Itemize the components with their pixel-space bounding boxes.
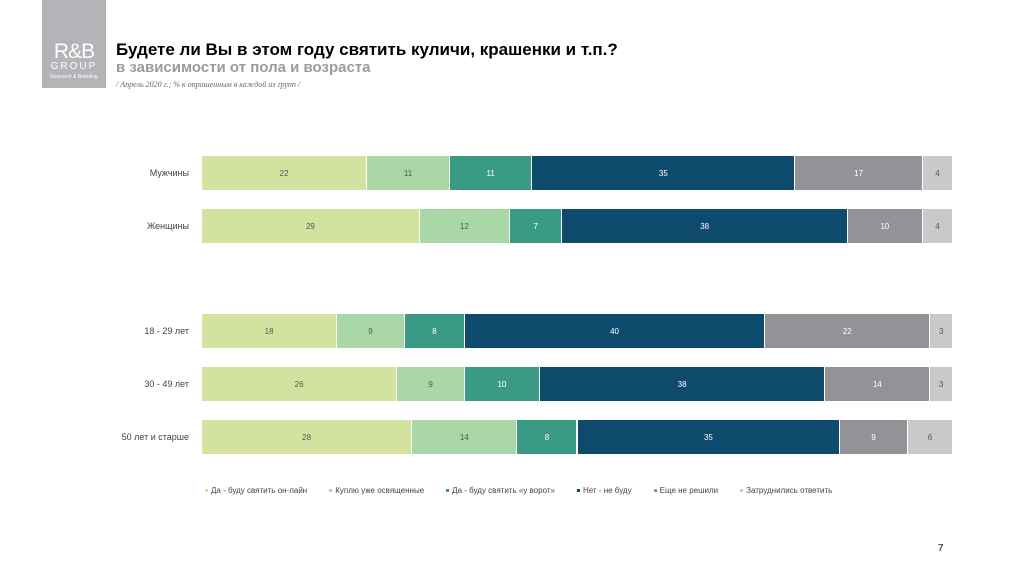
- bar-segment: 4: [922, 156, 953, 190]
- legend-swatch: [653, 489, 657, 492]
- bar-segment: 26: [202, 367, 398, 401]
- legend-swatch: [329, 489, 333, 492]
- legend-label: Да - буду святить он-лайн: [211, 486, 308, 495]
- category-label: Женщины: [146, 221, 189, 231]
- bar-segment: 12: [419, 209, 510, 243]
- legend-item: Нет - не буду: [576, 486, 632, 495]
- bar-segment: 11: [367, 156, 450, 190]
- bar-segment: 8: [517, 420, 578, 454]
- logo-text: R&B: [53, 40, 95, 63]
- page-number: 7: [938, 543, 944, 554]
- category-label: 18 - 29 лет: [144, 326, 189, 336]
- bar-segment: 40: [464, 314, 766, 348]
- bar-segment: 8: [404, 314, 465, 348]
- legend-item: Да - буду святить он-лайн: [205, 486, 307, 495]
- bar-segment: 14: [825, 367, 931, 401]
- bar-segment: 9: [840, 420, 908, 454]
- legend-item: Затруднились ответить: [740, 486, 832, 495]
- logo-group: GROUP: [50, 61, 98, 72]
- logo-tagline: Research & Branding: [50, 74, 98, 80]
- legend-swatch: [205, 489, 208, 492]
- category-label: 30 - 49 лет: [144, 379, 189, 389]
- bar-segment: 9: [397, 367, 465, 401]
- category-label: 50 лет и старше: [121, 432, 189, 442]
- bar-segment: 22: [765, 314, 931, 348]
- legend-label: Нет - не буду: [582, 486, 632, 495]
- page-title: Будете ли Вы в этом году святить куличи,…: [116, 40, 618, 59]
- bar-segment: 11: [449, 156, 533, 190]
- logo: R&B GROUP Research & Branding: [42, 0, 106, 88]
- bar-segment: 7: [509, 209, 563, 243]
- bar-segment: 35: [577, 420, 841, 454]
- bar-segment: 38: [539, 367, 826, 401]
- legend-label: Затруднились ответить: [746, 486, 833, 495]
- bar-segment: 35: [532, 156, 796, 190]
- legend-label: Да - буду святить «у ворот»: [452, 486, 555, 495]
- bar-segment: 9: [337, 314, 405, 348]
- bar-segment: 6: [907, 420, 953, 454]
- legend: Да - буду святить он-лайн Куплю уже освящ…: [205, 486, 832, 495]
- bar-segment: 10: [847, 209, 923, 243]
- legend-swatch: [740, 489, 744, 492]
- legend-label: Куплю уже освященные: [335, 486, 425, 495]
- bar-segment: 18: [202, 314, 338, 348]
- bar-segment: 10: [464, 367, 540, 401]
- bar-segment: 29: [202, 209, 420, 243]
- bar-segment: 38: [562, 209, 848, 243]
- bar-segment: 17: [795, 156, 923, 190]
- legend-swatch: [446, 489, 450, 492]
- bar-segment: 14: [412, 420, 518, 454]
- legend-label: Еще не решили: [659, 486, 719, 495]
- category-label: Мужчины: [149, 168, 189, 178]
- legend-item: Еще не решили: [653, 486, 719, 495]
- bar-segment: 28: [202, 420, 413, 454]
- legend-swatch: [576, 489, 580, 492]
- survey-note: / Апрель 2020 г.; % к опрошенным в каждо…: [116, 80, 301, 89]
- bar-segment: 4: [922, 209, 953, 243]
- bar-segment: 3: [930, 314, 953, 348]
- bar-segment: 22: [202, 156, 368, 190]
- legend-item: Куплю уже освященные: [329, 486, 424, 495]
- bar-segment: 3: [930, 367, 953, 401]
- page-subtitle: в зависимости от пола и возраста: [116, 59, 371, 76]
- legend-item: Да - буду святить «у ворот»: [446, 486, 555, 495]
